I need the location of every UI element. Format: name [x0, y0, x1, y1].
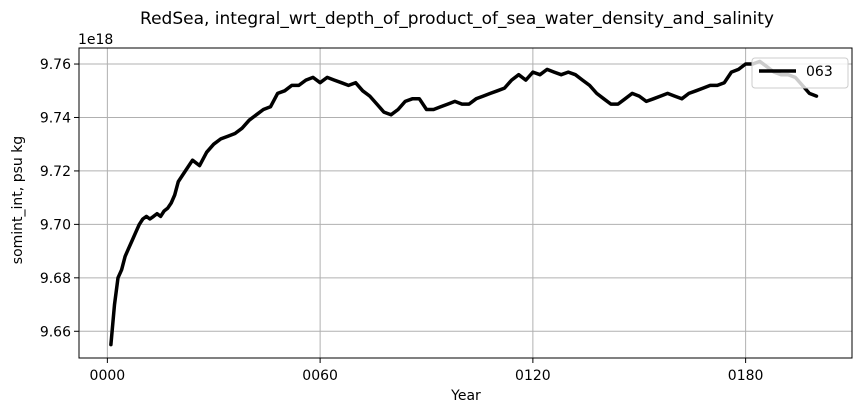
- x-axis: 0000 0060 0120 0180: [90, 358, 764, 384]
- series-line-063: [109, 59, 819, 347]
- y-offset-label: 1e18: [78, 32, 113, 48]
- chart-title: RedSea, integral_wrt_depth_of_product_of…: [140, 9, 774, 29]
- legend-label: 063: [806, 64, 833, 80]
- grid: [79, 48, 852, 358]
- x-axis-label: Year: [450, 388, 481, 404]
- y-tick-label: 9.68: [40, 271, 71, 287]
- legend: 063: [751, 57, 849, 89]
- plot-frame: [78, 47, 853, 359]
- y-axis-label: somint_int, psu kg: [10, 136, 26, 264]
- y-axis: 9.66 9.68 9.70 9.72 9.74 9.76: [40, 57, 79, 340]
- x-tick-label: 0000: [90, 368, 126, 384]
- x-tick-label: 0180: [728, 368, 764, 384]
- y-tick-label: 9.70: [40, 217, 71, 233]
- y-tick-label: 9.76: [40, 57, 71, 73]
- series-layer: [109, 59, 819, 347]
- x-tick-label: 0120: [515, 368, 551, 384]
- legend-box: [751, 57, 849, 89]
- y-tick-label: 9.72: [40, 164, 71, 180]
- x-tick-label: 0060: [302, 368, 338, 384]
- y-tick-label: 9.66: [40, 324, 71, 340]
- y-tick-label: 9.74: [40, 110, 71, 126]
